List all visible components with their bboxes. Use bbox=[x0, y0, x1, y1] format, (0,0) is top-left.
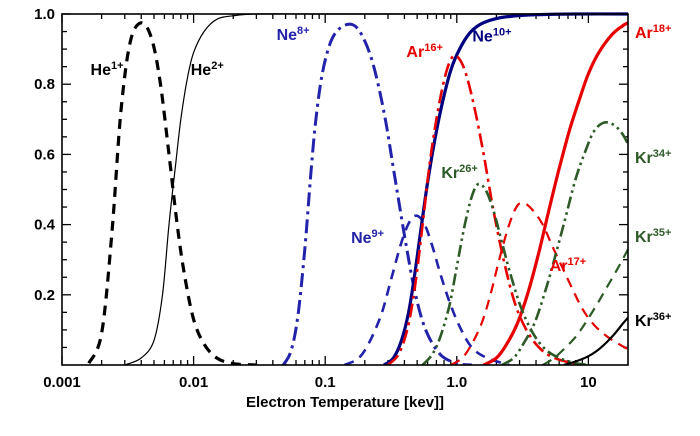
plot-frame bbox=[61, 13, 629, 366]
curve-He1+ bbox=[87, 21, 257, 365]
x-tick-label: 0.001 bbox=[43, 374, 81, 391]
axis-ticks bbox=[61, 13, 628, 365]
ion-label-ne10+: Ne10+ bbox=[472, 26, 511, 45]
ion-label-kr26+: Kr26+ bbox=[441, 163, 477, 182]
ion-label-he2+: He2+ bbox=[191, 60, 224, 79]
y-tick-label: 0.4 bbox=[34, 217, 56, 234]
x-tick-label: 1.0 bbox=[446, 374, 467, 391]
y-tick-label: 1.0 bbox=[34, 6, 55, 23]
curve-Kr26+ bbox=[421, 182, 589, 365]
x-tick-label: 10 bbox=[580, 374, 597, 391]
ion-label-ne9+: Ne9+ bbox=[351, 228, 384, 247]
x-tick-label: 0.01 bbox=[179, 374, 208, 391]
ion-label-kr35+: Kr35+ bbox=[635, 227, 671, 246]
ion-label-he1+: He1+ bbox=[91, 60, 124, 79]
curves bbox=[87, 12, 628, 365]
curve-Ne8+ bbox=[281, 22, 472, 365]
curve-Kr34+ bbox=[501, 121, 628, 365]
curve-Ar16+ bbox=[387, 54, 583, 365]
curve-Ar17+ bbox=[450, 201, 628, 365]
curve-Kr35+ bbox=[542, 248, 628, 365]
x-axis-label: Electron Temperature [kev]] bbox=[245, 394, 445, 411]
ion-label-kr36+: Kr36+ bbox=[635, 311, 671, 330]
ion-label-ne8+: Ne8+ bbox=[277, 25, 310, 44]
ion-label-ar18+: Ar18+ bbox=[635, 23, 671, 42]
y-tick-label: 0.6 bbox=[34, 146, 55, 163]
ion-label-kr34+: Kr34+ bbox=[635, 148, 671, 167]
x-tick-label: 0.1 bbox=[315, 374, 336, 391]
y-tick-label: 0.8 bbox=[34, 76, 55, 93]
curve-Ne10+ bbox=[383, 12, 628, 365]
curve-Kr36+ bbox=[563, 316, 628, 365]
y-tick-label: 0.2 bbox=[34, 287, 55, 304]
ion-label-ar16+: Ar16+ bbox=[406, 42, 442, 61]
curve-Ar18+ bbox=[482, 21, 628, 365]
ion-label-ar17+: Ar17+ bbox=[550, 256, 586, 275]
